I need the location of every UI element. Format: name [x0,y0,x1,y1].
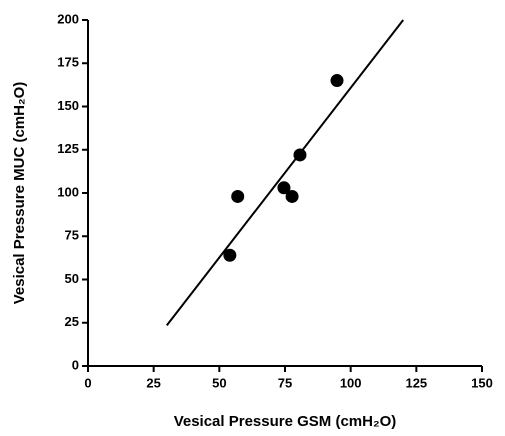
x-tick-label: 50 [212,375,226,390]
y-tick-label: 100 [57,184,79,199]
x-tick-label: 75 [278,375,292,390]
y-tick-label: 150 [57,98,79,113]
point [231,189,245,203]
y-axis-title: Vesical Pressure MUC (cmH₂O) [11,82,28,305]
x-tick-label: 125 [405,375,427,390]
y-tick-label: 25 [65,314,79,329]
y-tick-label: 200 [57,11,79,26]
point [223,248,237,262]
y-tick-label: 75 [65,228,79,243]
y-tick-label: 0 [72,357,79,372]
y-tick-label: 50 [65,271,79,286]
x-tick-label: 150 [471,375,493,390]
x-axis-title: Vesical Pressure GSM (cmH₂O) [174,413,397,430]
point [330,74,344,88]
point [277,181,291,195]
y-tick-label: 175 [57,55,79,70]
x-tick-label: 100 [340,375,362,390]
x-tick-label: 25 [146,375,160,390]
y-tick-label: 125 [57,141,79,156]
point [285,189,299,203]
x-tick-label: 0 [84,375,91,390]
fit-line [166,19,404,326]
